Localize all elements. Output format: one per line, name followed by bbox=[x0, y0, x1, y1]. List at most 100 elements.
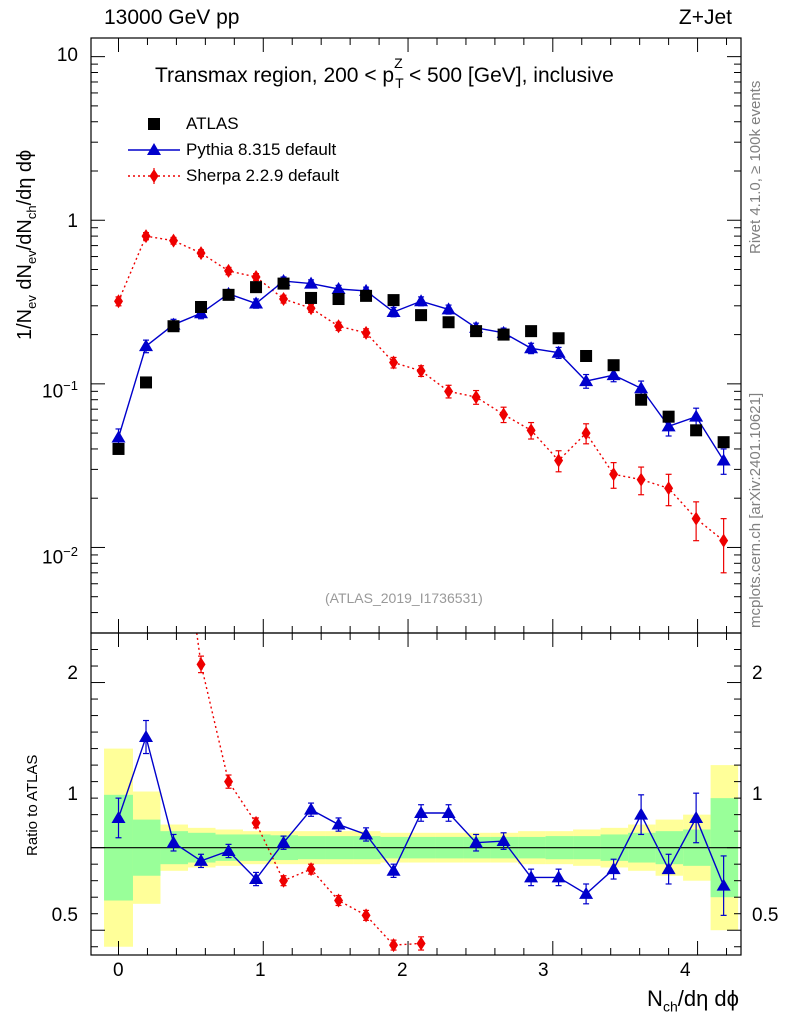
ratio-sherpa-point bbox=[306, 862, 316, 877]
main-atlas-point bbox=[112, 442, 125, 455]
ratio-pythia-point bbox=[139, 730, 154, 743]
y-tick-label-0.1: 10−1 bbox=[42, 378, 78, 403]
main-sherpa-line bbox=[117, 235, 725, 542]
ratio-sherpa-point bbox=[251, 815, 261, 830]
energy-label: 13000 GeV pp bbox=[104, 6, 240, 29]
ratio-pythia-point bbox=[331, 817, 346, 830]
ratio-y-tick-label-right-2: 2 bbox=[752, 663, 763, 684]
ratio-sherpa-point bbox=[169, 456, 178, 470]
ratio-pythia-point bbox=[276, 835, 291, 848]
x-axis-title: Nch/dη dϕ bbox=[647, 986, 739, 1015]
main-pythia-point bbox=[716, 453, 731, 466]
ratio-pythia-point bbox=[606, 862, 621, 875]
ratio-sherpa-point bbox=[196, 657, 206, 672]
main-pythia-point bbox=[634, 381, 649, 394]
main-atlas-marker-group bbox=[112, 277, 730, 455]
main-atlas-point bbox=[360, 289, 373, 302]
ratio-pythia-point bbox=[304, 802, 319, 815]
ratio-pythia-point bbox=[496, 834, 511, 847]
main-sherpa-point bbox=[719, 533, 729, 548]
main-sherpa-point bbox=[444, 384, 454, 399]
markers-layer bbox=[111, 229, 731, 953]
main-sherpa-point bbox=[251, 269, 261, 284]
y-axis-title: 1/Nev dNev/dNch/dη dϕ bbox=[14, 149, 39, 340]
legend-label-atlas: ATLAS bbox=[186, 114, 239, 133]
main-pythia-point bbox=[551, 345, 566, 358]
ratio-sherpa-marker-group bbox=[169, 456, 426, 953]
main-sherpa-point bbox=[114, 294, 124, 309]
ratio-pythia-point bbox=[689, 810, 704, 823]
frame-layer bbox=[90, 37, 742, 956]
y-tick-label-10: 10 bbox=[56, 45, 78, 66]
main-pythia-point bbox=[111, 430, 126, 443]
ratio-sherpa-point bbox=[389, 938, 399, 953]
main-pythia-point bbox=[139, 339, 154, 352]
main-sherpa-point bbox=[554, 453, 564, 468]
ratio-sherpa-point bbox=[334, 893, 344, 908]
x-tick-label-3: 3 bbox=[538, 960, 549, 981]
ratio-pythia-point bbox=[221, 843, 236, 856]
main-atlas-point bbox=[552, 332, 565, 345]
main-atlas-point bbox=[332, 293, 345, 306]
y-tick-label-1: 1 bbox=[67, 211, 78, 232]
main-atlas-point bbox=[387, 294, 400, 307]
main-sherpa-point bbox=[141, 229, 151, 244]
ratio-pythia-point bbox=[661, 862, 676, 875]
main-sherpa-point bbox=[609, 467, 619, 482]
process-label: Z+Jet bbox=[678, 6, 732, 29]
analysis-id: (ATLAS_2019_I1736531) bbox=[325, 590, 483, 606]
ratio-panel-frame bbox=[90, 632, 742, 956]
main-pythia-point bbox=[304, 276, 319, 289]
ratio-sherpa-line-group bbox=[196, 633, 422, 946]
ratio-pythia-point bbox=[524, 870, 539, 883]
ratio-y-axis-title: Ratio to ATLAS bbox=[24, 754, 41, 856]
main-sherpa-point bbox=[526, 423, 536, 438]
ratio-y-tick-label-1: 1 bbox=[67, 784, 78, 805]
ratio-pythia-point bbox=[469, 835, 484, 848]
mcplots-source-label: mcplots.cern.ch [arXiv:2401.10621] bbox=[747, 392, 764, 628]
main-sherpa-point bbox=[361, 325, 371, 340]
main-pythia-point bbox=[579, 374, 594, 387]
main-atlas-point bbox=[635, 393, 648, 406]
legend-marker-pythia bbox=[147, 143, 161, 155]
main-pythia-point bbox=[689, 409, 704, 422]
main-pythia-point bbox=[441, 302, 456, 315]
ratio-sherpa-point bbox=[416, 936, 426, 951]
main-atlas-point bbox=[140, 376, 153, 389]
ratio-pythia-point bbox=[716, 878, 731, 891]
ratio-sherpa-point bbox=[361, 908, 371, 923]
ratio-y-tick-label-2: 2 bbox=[67, 663, 78, 684]
ratio-y-tick-label-right-1: 1 bbox=[752, 784, 763, 805]
main-atlas-point bbox=[195, 300, 208, 313]
main-atlas-point bbox=[415, 309, 428, 322]
main-sherpa-point bbox=[279, 292, 289, 307]
main-sherpa-point bbox=[691, 511, 701, 526]
main-sherpa-marker-group bbox=[114, 229, 729, 548]
main-sherpa-point bbox=[306, 301, 316, 316]
main-atlas-point bbox=[250, 281, 263, 294]
axis-ticks-layer bbox=[91, 38, 741, 955]
legend-label-sherpa: Sherpa 2.2.9 default bbox=[186, 166, 340, 185]
legend-marker-atlas bbox=[148, 118, 160, 130]
main-sherpa-point bbox=[389, 355, 399, 370]
main-pythia-point bbox=[386, 304, 401, 317]
main-atlas-point bbox=[580, 349, 593, 362]
ratio-sherpa-point bbox=[279, 873, 289, 888]
main-pythia-point bbox=[606, 368, 621, 381]
main-atlas-point bbox=[442, 316, 455, 329]
main-atlas-point bbox=[607, 359, 620, 372]
main-sherpa-line-group bbox=[117, 235, 725, 542]
ratio-sherpa-line bbox=[196, 633, 422, 946]
main-sherpa-point bbox=[334, 319, 344, 334]
main-pythia-point bbox=[249, 296, 264, 309]
main-atlas-point bbox=[277, 277, 290, 290]
ratio-sherpa-point bbox=[224, 774, 234, 789]
ratio-y-tick-label-right-0.5: 0.5 bbox=[752, 905, 779, 926]
main-pythia-point bbox=[661, 419, 676, 432]
legend-marker-sherpa bbox=[149, 169, 159, 183]
main-sherpa-point bbox=[499, 407, 509, 422]
ratio-y-tick-label-0.5: 0.5 bbox=[51, 905, 78, 926]
main-atlas-point bbox=[497, 328, 510, 341]
